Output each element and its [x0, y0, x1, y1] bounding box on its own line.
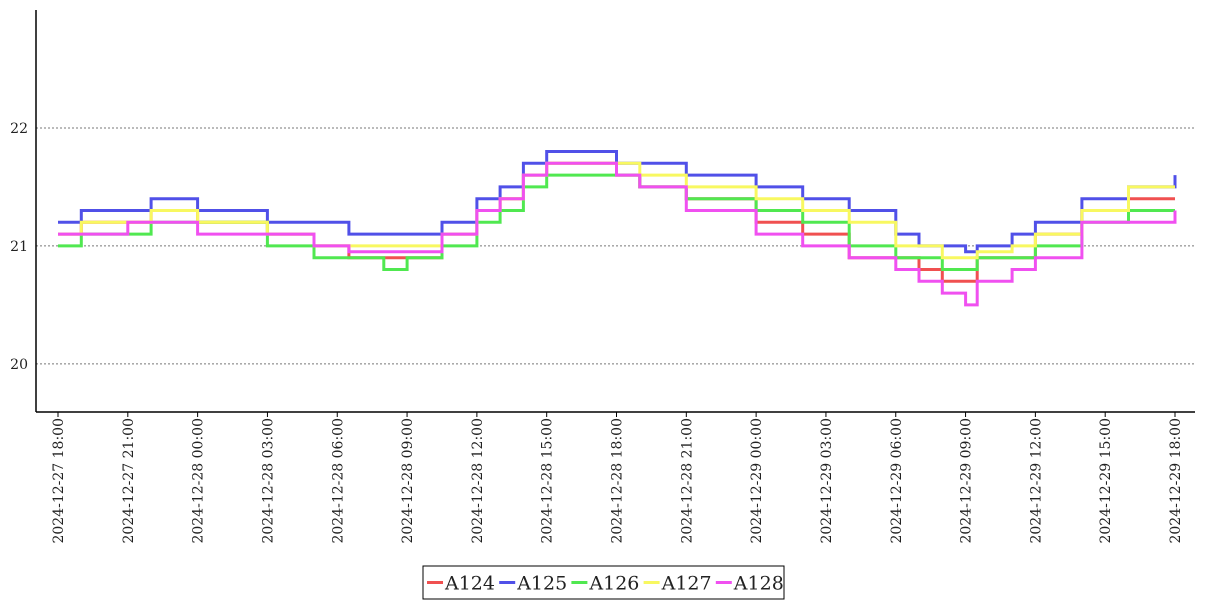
x-tick-label: 2024-12-28 06:00 — [330, 418, 346, 544]
x-tick-label: 2024-12-27 21:00 — [121, 418, 137, 544]
y-tick-labels: 20 21 22 — [10, 121, 28, 373]
legend-label-a124: A124 — [444, 573, 495, 595]
legend: A124 A125 A126 A127 A128 — [422, 565, 785, 600]
series-line-a127 — [58, 161, 1175, 260]
series-line-a125 — [58, 150, 1177, 254]
x-tick-label: 2024-12-28 03:00 — [260, 418, 276, 544]
x-tick-label: 2024-12-29 12:00 — [1028, 418, 1044, 544]
axes — [35, 10, 1195, 413]
x-tick-labels: 2024-12-27 18:00 2024-12-27 21:00 2024-12-… — [51, 412, 1184, 544]
y-tick-label: 21 — [10, 239, 28, 255]
x-tick-label: 2024-12-29 03:00 — [819, 418, 835, 544]
x-tick-label: 2024-12-29 18:00 — [1168, 418, 1184, 544]
legend-label-a127: A127 — [661, 573, 712, 595]
x-tick-label: 2024-12-29 00:00 — [749, 418, 765, 544]
x-tick-label: 2024-12-28 18:00 — [610, 418, 626, 544]
y-tick-label: 20 — [10, 357, 28, 373]
x-tick-label: 2024-12-28 15:00 — [540, 418, 556, 544]
x-tick-label: 2024-12-28 09:00 — [400, 418, 416, 544]
x-tick-label: 2024-12-28 00:00 — [191, 418, 207, 544]
legend-label-a128: A128 — [733, 573, 784, 595]
x-tick-label: 2024-12-29 09:00 — [959, 418, 975, 544]
series-lines — [58, 150, 1177, 307]
x-tick-label: 2024-12-28 21:00 — [679, 418, 695, 544]
series-line-a128 — [58, 161, 1177, 307]
legend-label-a125: A125 — [516, 573, 567, 595]
legend-label-a126: A126 — [588, 573, 639, 595]
x-tick-label: 2024-12-29 15:00 — [1098, 418, 1114, 544]
x-tick-label: 2024-12-29 06:00 — [889, 418, 905, 544]
x-tick-label: 2024-12-28 12:00 — [470, 418, 486, 544]
y-tick-label: 22 — [10, 121, 28, 137]
x-tick-label: 2024-12-27 18:00 — [51, 418, 67, 544]
